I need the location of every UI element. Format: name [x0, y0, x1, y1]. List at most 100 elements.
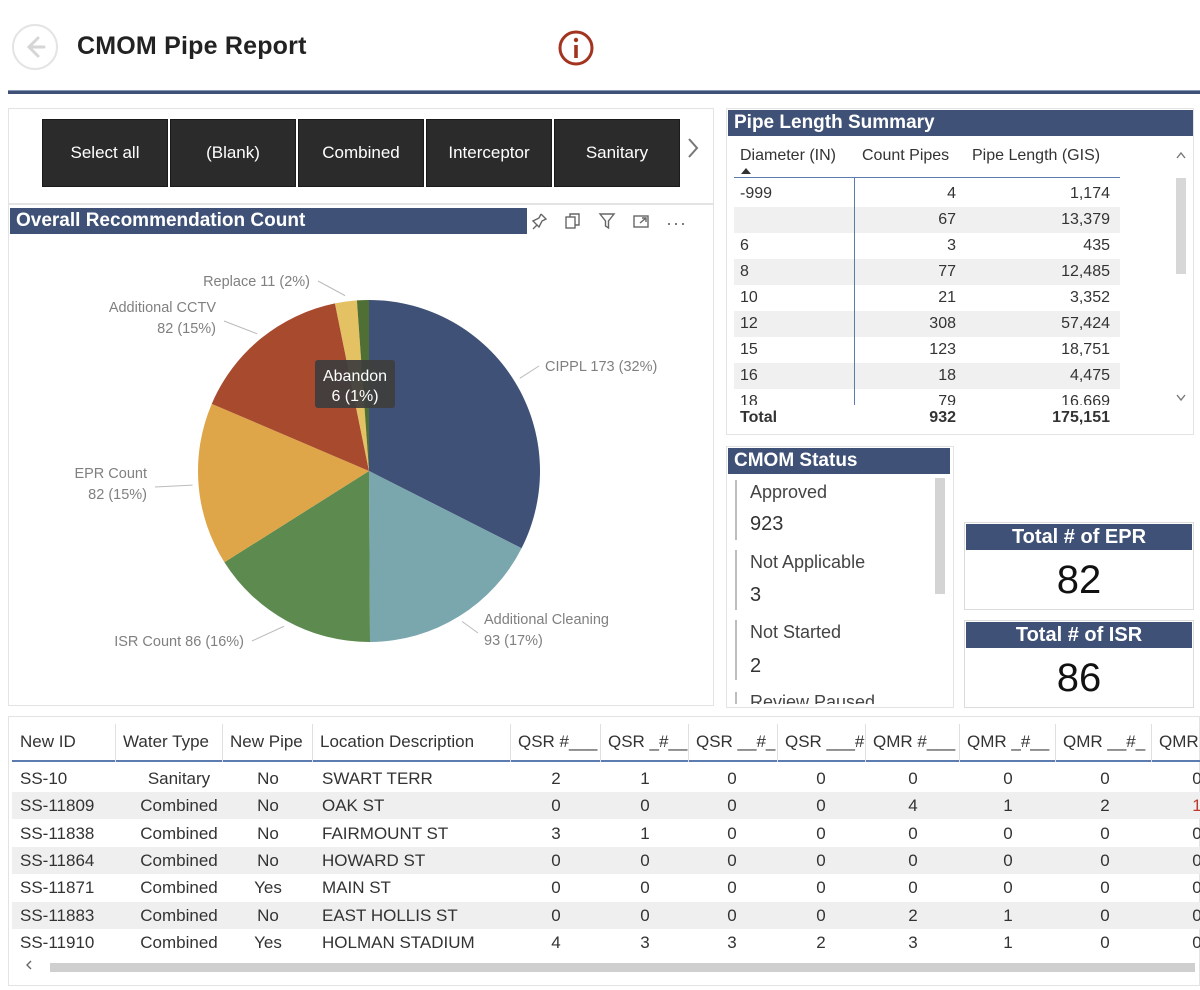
slicer-option-blank[interactable]: (Blank) [170, 119, 296, 187]
table-row[interactable]: SS-11871 Combined Yes MAIN ST 0 0 0 0 0 0 0 0 [12, 874, 1200, 901]
qsr-2-cell: 1 [640, 769, 650, 788]
location-cell: MAIN ST [322, 878, 391, 898]
filter-icon[interactable] [598, 212, 616, 235]
count-cell: 77 [938, 263, 956, 280]
column-header-diameter[interactable]: Diameter (IN) [740, 147, 837, 164]
more-options-icon[interactable]: ··· [666, 212, 687, 233]
column-header-new-id[interactable]: New ID [20, 732, 76, 751]
length-cell: 435 [1083, 237, 1110, 254]
diameter-cell: 16 [740, 367, 758, 384]
column-header-qsr-1[interactable]: QSR #___ [518, 732, 598, 751]
column-header-water-type[interactable]: Water Type [123, 732, 209, 751]
table-row[interactable]: SS-11910 Combined Yes HOLMAN STADIUM 4 3 3 2 3 1 0… [12, 929, 1200, 956]
pipe-summary-scrollbar[interactable] [1172, 140, 1190, 420]
column-header-qsr-2[interactable]: QSR _#__ [608, 732, 688, 751]
qsr-2-cell: 0 [640, 905, 650, 925]
back-arrow-icon[interactable] [12, 24, 58, 70]
column-header-qmr-2[interactable]: QMR _#__ [967, 732, 1050, 751]
qsr-2-cell: 1 [640, 823, 650, 843]
pie-data-label: ISR Count 86 (16%) [114, 634, 244, 650]
table-row[interactable]: SS-11864 Combined No HOWARD ST 0 0 0 0 0 0 0 0 [12, 846, 1200, 874]
scroll-left-icon[interactable] [24, 958, 34, 975]
slicer-option-interceptor[interactable]: Interceptor [426, 119, 552, 187]
table-row[interactable]: SS-10 Sanitary No SWART TERR 2 1 0 0 0 0 0 0 [12, 765, 1200, 792]
status-value-not-applicable: 3 [750, 584, 762, 606]
pipe-summary-row[interactable]: 12 308 57,424 [734, 311, 1120, 337]
water-type-cell: Combined [140, 932, 218, 952]
pie-slice-cippl[interactable] [369, 300, 540, 549]
recommendation-pie-chart: CIPPL 173 (32%) Additional Cleaning 93 (17… [74, 274, 657, 650]
column-header-qmr-4[interactable]: QMR [1159, 732, 1199, 751]
pipe-summary-row[interactable]: 16 18 4,475 [734, 363, 1120, 389]
pipe-summary-row[interactable]: -999 4 1,174 [734, 181, 1120, 207]
diameter-cell: 15 [740, 341, 758, 358]
info-icon[interactable] [557, 29, 595, 67]
slicer-option-select-all[interactable]: Select all [42, 119, 168, 187]
qsr-4-cell: 0 [816, 769, 826, 788]
copy-icon[interactable] [564, 212, 582, 235]
qsr-1-cell: 3 [551, 823, 561, 843]
card-accent-bar [735, 692, 737, 704]
column-separator [1055, 724, 1056, 762]
qmr-4-cell: 0 [1192, 905, 1200, 925]
table-row[interactable]: SS-11883 Combined No EAST HOLLIS ST 0 0 0 0 2 1 0 0 [12, 901, 1200, 929]
pie-slice-additional-cctv[interactable] [211, 303, 369, 471]
pipe-summary-row[interactable]: 6 3 435 [734, 233, 1120, 259]
table-row[interactable]: SS-11809 Combined No OAK ST 0 0 0 0 4 1 2 1 [12, 792, 1200, 820]
diameter-cell: 12 [740, 315, 758, 332]
header-divider [8, 90, 1200, 94]
qmr-1-cell: 0 [908, 769, 918, 788]
qmr-2-cell: 1 [1003, 905, 1013, 925]
new-pipe-cell: No [257, 823, 279, 843]
count-cell: 21 [938, 289, 956, 306]
pie-data-label: Replace 11 (2%) [203, 274, 310, 290]
pie-data-label: EPR Count [74, 466, 147, 482]
length-cell: 1,174 [1069, 185, 1110, 202]
status-label-approved: Approved [750, 482, 828, 502]
slicer-option-combined[interactable]: Combined [298, 119, 424, 187]
visual-toolbar: ··· [530, 210, 710, 236]
pie-slice-additional-cleaning[interactable] [369, 471, 522, 642]
pin-icon[interactable] [530, 212, 548, 235]
column-header-qmr-1[interactable]: QMR #___ [873, 732, 956, 751]
column-header-qmr-3[interactable]: QMR __#_ [1063, 732, 1146, 751]
column-header-qsr-3[interactable]: QSR __#_ [696, 732, 776, 751]
epr-kpi-value: 82 [1056, 558, 1102, 602]
qsr-1-cell: 0 [551, 850, 561, 870]
table-row[interactable]: SS-11838 Combined No FAIRMOUNT ST 3 1 0 0 0 0 0 0 [12, 820, 1200, 847]
location-cell: HOWARD ST [322, 850, 426, 870]
column-header-count-pipes[interactable]: Count Pipes [862, 147, 950, 164]
column-header-location[interactable]: Location Description [320, 732, 475, 751]
status-value-approved: 923 [750, 513, 784, 535]
qsr-4-cell: 0 [816, 850, 826, 870]
qsr-1-cell: 4 [551, 932, 561, 952]
isr-kpi-value: 86 [1056, 656, 1102, 700]
sort-ascending-icon[interactable] [741, 168, 751, 174]
status-scrollbar-thumb[interactable] [935, 478, 945, 594]
qsr-4-cell: 0 [816, 905, 826, 925]
pipe-summary-row[interactable]: 15 123 18,751 [734, 337, 1120, 363]
qmr-4-cell: 1 [1192, 796, 1200, 816]
chevron-right-icon[interactable] [686, 136, 700, 167]
pie-slice-epr-count[interactable] [198, 403, 369, 563]
pipe-summary-row[interactable]: 8 77 12,485 [734, 259, 1120, 285]
pie-slice-isr-count[interactable] [224, 471, 371, 642]
column-separator [115, 724, 116, 762]
qmr-1-cell: 3 [908, 932, 918, 952]
column-header-pipe-length[interactable]: Pipe Length (GIS) [972, 147, 1101, 164]
qsr-3-cell: 0 [727, 796, 737, 816]
pipe-summary-row[interactable]: 18 79 16,669 [734, 389, 1120, 405]
column-header-new-pipe[interactable]: New Pipe [230, 732, 303, 751]
qmr-1-cell: 0 [908, 850, 918, 870]
pipe-summary-row[interactable]: 10 21 3,352 [734, 285, 1120, 311]
qmr-2-cell: 1 [1003, 932, 1013, 952]
scrollbar-thumb[interactable] [1176, 178, 1186, 274]
card-accent-bar [735, 620, 737, 680]
scrollbar-thumb[interactable] [50, 963, 1195, 972]
focus-mode-icon[interactable] [632, 212, 650, 235]
qsr-3-cell: 0 [727, 905, 737, 925]
column-header-qsr-4[interactable]: QSR ___# [785, 732, 865, 751]
slicer-option-sanitary[interactable]: Sanitary [554, 119, 680, 187]
pipe-summary-row[interactable]: 67 13,379 [734, 207, 1120, 233]
epr-kpi-title: Total # of EPR [966, 524, 1192, 550]
